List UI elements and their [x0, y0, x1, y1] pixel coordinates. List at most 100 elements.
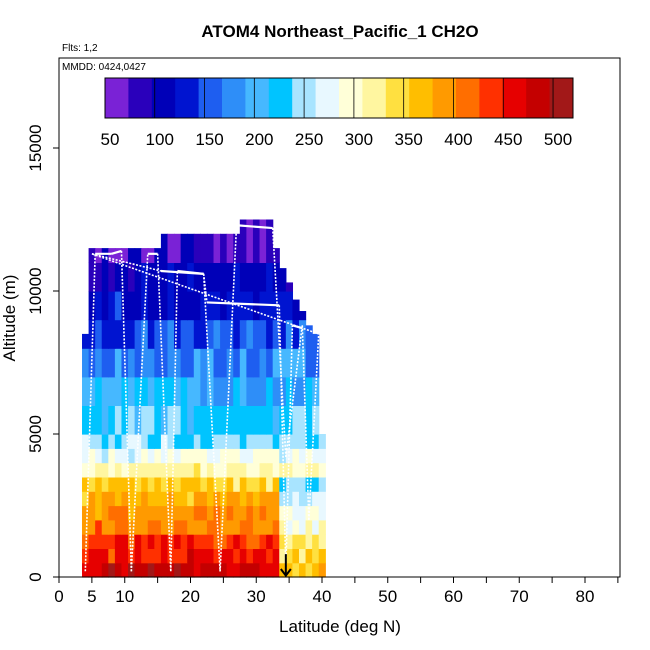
heatmap-cell — [239, 476, 247, 492]
colorbar-swatch — [315, 78, 340, 118]
heatmap-cell — [193, 534, 201, 549]
heatmap-cell — [88, 519, 96, 535]
flight-track-segment — [292, 324, 303, 330]
heatmap-cell — [220, 448, 228, 464]
heatmap-cell — [167, 519, 175, 535]
heatmap-cell — [298, 519, 307, 535]
heatmap-cell — [233, 291, 241, 321]
colorbar-tick-label: 150 — [195, 130, 223, 149]
heatmap-cell — [108, 319, 116, 349]
heatmap-cell — [279, 268, 287, 292]
flight-track-segment — [111, 249, 122, 255]
heatmap-cell — [200, 348, 208, 378]
heatmap-cell — [108, 562, 116, 578]
heatmap-cell — [101, 562, 109, 578]
heatmap-cell — [292, 476, 300, 492]
heatmap-cell — [272, 376, 280, 406]
heatmap-cell — [279, 376, 287, 406]
heatmap-cell — [213, 262, 221, 292]
heatmap-cell — [147, 376, 155, 406]
x-tick-label: 20 — [181, 587, 200, 606]
heatmap-cell — [298, 311, 307, 321]
heatmap-cell — [193, 505, 201, 521]
heatmap-cell — [206, 562, 215, 578]
heatmap-cell — [193, 448, 201, 464]
heatmap-cell — [193, 348, 201, 378]
heatmap-cell — [318, 505, 326, 521]
heatmap-cell — [226, 434, 234, 449]
heatmap-cell — [239, 519, 247, 535]
heatmap-cell — [206, 233, 215, 263]
heatmap-cell — [226, 562, 234, 578]
heatmap-cell — [101, 348, 109, 378]
heatmap-cell — [200, 519, 208, 535]
flight-track-segment — [278, 305, 287, 569]
colorbar-swatch — [456, 78, 480, 118]
heatmap-cell — [220, 405, 228, 435]
heatmap-cell — [101, 505, 109, 521]
heatmap-cell — [101, 405, 109, 435]
heatmap-cell — [318, 434, 326, 449]
x-tick-label: 70 — [510, 587, 529, 606]
heatmap-cell — [220, 348, 228, 378]
heatmap-cell — [108, 519, 116, 535]
heatmap-cell — [180, 319, 188, 349]
heatmap-cell — [305, 519, 313, 535]
colorbar-swatch — [502, 78, 527, 118]
heatmap-cell — [272, 505, 280, 521]
heatmap-cell — [187, 562, 195, 578]
heatmap-cell — [272, 248, 280, 263]
heatmap-cell — [134, 462, 142, 478]
heatmap-cell — [206, 505, 215, 521]
heatmap-cell — [213, 476, 221, 492]
heatmap-cell — [298, 562, 307, 578]
heatmap-cell — [305, 548, 313, 564]
heatmap-cell — [246, 476, 254, 492]
colorbar-tick-label: 350 — [394, 130, 422, 149]
heatmap-cell — [285, 319, 294, 349]
heatmap-cell — [239, 534, 247, 549]
colorbar-swatch — [549, 78, 574, 118]
heatmap-cell — [95, 505, 103, 521]
heatmap-cell — [141, 562, 149, 578]
heatmap-cell — [193, 405, 201, 435]
heatmap-cell — [121, 491, 129, 507]
heatmap-cell — [160, 291, 169, 321]
heatmap-cell — [193, 548, 201, 564]
heatmap-cell — [160, 233, 169, 263]
heatmap-cell — [95, 319, 103, 349]
heatmap-cell — [95, 491, 103, 507]
heatmap-cell — [174, 519, 182, 535]
heatmap-cell — [101, 462, 109, 478]
heatmap-cell — [154, 476, 162, 492]
heatmap-cell — [200, 562, 208, 578]
heatmap-cell — [259, 448, 267, 464]
heatmap-cell — [193, 476, 201, 492]
heatmap-cell — [279, 434, 287, 449]
heatmap-cell — [160, 434, 169, 449]
heatmap-cell — [147, 405, 155, 435]
heatmap-cell — [180, 505, 188, 521]
heatmap-cell — [174, 476, 182, 492]
heatmap-cell — [154, 319, 162, 349]
heatmap-cell — [305, 476, 313, 492]
heatmap-cell — [272, 434, 280, 449]
heatmap-cell — [101, 476, 109, 492]
heatmap-cell — [114, 534, 123, 549]
heatmap-cell — [292, 299, 300, 321]
heatmap-cell — [174, 376, 182, 406]
heatmap-cell — [279, 291, 287, 321]
heatmap-cell — [200, 233, 208, 263]
heatmap-cell — [292, 376, 300, 406]
heatmap-cell — [305, 348, 313, 378]
heatmap-cell — [88, 476, 96, 492]
heatmap-cell — [114, 476, 123, 492]
heatmap-cell — [200, 262, 208, 292]
heatmap-cell — [233, 448, 241, 464]
heatmap-cell — [220, 519, 228, 535]
heatmap-cell — [187, 448, 195, 464]
heatmap-cell — [174, 448, 182, 464]
y-axis-label: Altitude (m) — [0, 275, 19, 362]
heatmap-cell — [233, 233, 241, 263]
heatmap-cell — [233, 376, 241, 406]
